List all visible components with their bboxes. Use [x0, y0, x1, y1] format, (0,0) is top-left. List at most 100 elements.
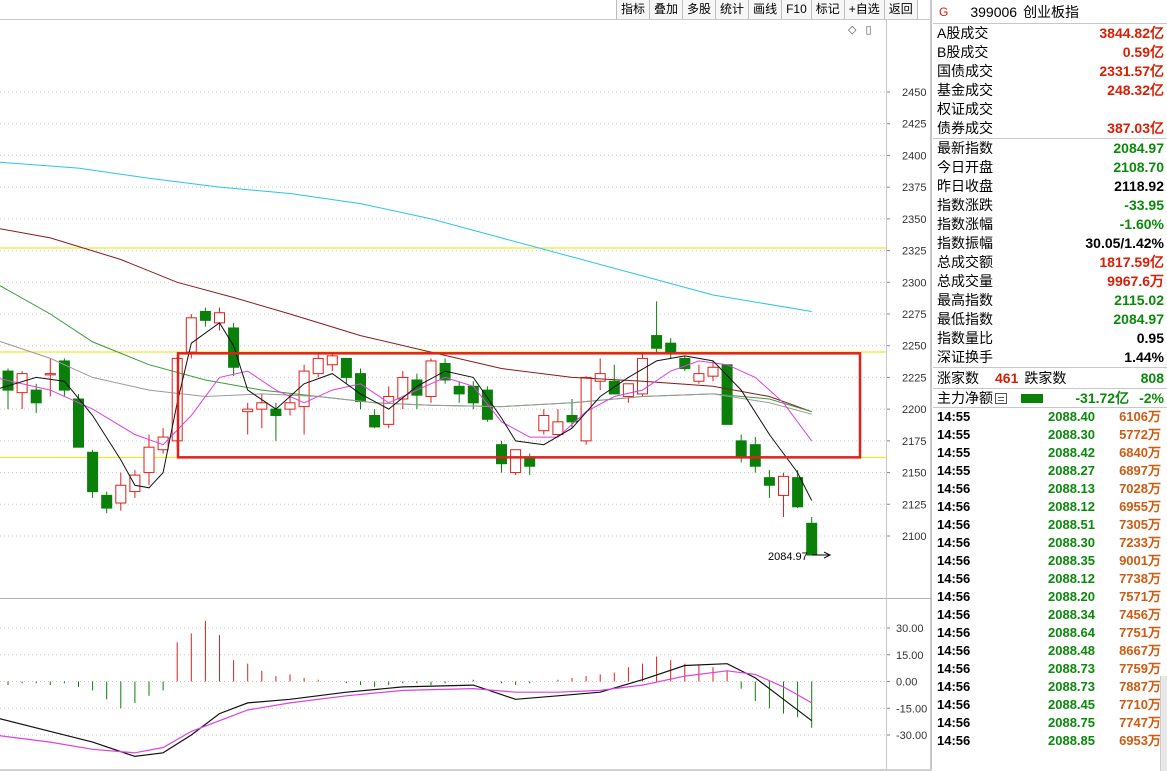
tick-time: 14:56 [937, 517, 971, 532]
chart-toolbar: 指标 叠加 多股 统计 画线 F10 标记 +自选 返回 [616, 0, 918, 20]
candlestick [763, 470, 775, 498]
candlestick [679, 355, 691, 372]
tick-row: 14:56 2088.75 7747万 [933, 714, 1167, 732]
toolbar-button[interactable]: 返回 [883, 0, 918, 20]
tick-time: 14:56 [937, 499, 971, 514]
tick-volume: 7747万 [1119, 715, 1161, 730]
stat-value: 2084.97 [1113, 311, 1164, 327]
price-tick-label: 2425 [902, 119, 926, 131]
turnover-value: 0.59亿 [1122, 44, 1164, 60]
tick-time: 14:56 [937, 733, 971, 748]
tick-time: 14:56 [937, 697, 971, 712]
tick-time: 14:56 [937, 661, 971, 676]
stat-value: 30.05/1.42% [1085, 235, 1164, 251]
highlight-box [176, 352, 862, 459]
tick-time: 14:55 [937, 463, 971, 478]
price-tick-label: 2175 [902, 436, 926, 448]
candlestick [228, 322, 240, 377]
candlestick [707, 360, 719, 382]
tick-price: 2088.12 [1048, 499, 1095, 514]
toolbar-button[interactable]: +自选 [843, 0, 884, 20]
candlestick [552, 409, 564, 438]
stat-label: 总成交额 [937, 254, 993, 270]
price-tick-label: 2125 [902, 499, 926, 511]
tick-time: 14:56 [937, 553, 971, 568]
toolbar-button[interactable]: 画线 [748, 0, 782, 20]
tick-row: 14:56 2088.34 7456万 [933, 606, 1167, 624]
candlestick [566, 398, 578, 429]
candlestick [312, 352, 324, 378]
candlestick [326, 352, 338, 372]
menu-icon[interactable]: ▯ [865, 24, 872, 36]
tick-volume: 6953万 [1119, 733, 1161, 748]
price-tick-label: 2300 [902, 277, 926, 289]
candlestick [87, 449, 99, 498]
turnover-section: A股成交 3844.82亿 B股成交 0.59亿 国债成交 2331.57亿 基金成交 248… [933, 24, 1167, 138]
macd-chart[interactable]: 30.00 15.00 0.00 -15.00 -30.00 [0, 598, 930, 769]
pane-divider [0, 598, 932, 599]
tick-volume: 7751万 [1119, 625, 1161, 640]
tick-price: 2088.12 [1048, 571, 1095, 586]
tick-list[interactable]: 14:55 2088.40 6106万 14:55 2088.30 5772万 14:55 2… [933, 408, 1167, 750]
toolbar-button[interactable]: 指标 [616, 0, 650, 20]
tick-row: 14:56 2088.30 7233万 [933, 534, 1167, 552]
macd-dif-line [0, 663, 813, 758]
advance-decline-row: 涨家数 461 跌家数 808 [933, 368, 1167, 388]
toolbar-button[interactable]: 叠加 [649, 0, 683, 20]
toolbar-button[interactable]: F10 [781, 0, 811, 20]
tick-time: 14:55 [937, 445, 971, 460]
tick-row: 14:55 2088.30 5772万 [933, 426, 1167, 444]
stat-row: 今日开盘 2108.70 [933, 158, 1167, 177]
turnover-label: 国债成交 [937, 63, 993, 79]
tick-volume: 7305万 [1119, 517, 1161, 532]
section-divider [933, 367, 1167, 368]
up-count: 461 [995, 370, 1019, 386]
toolbar-button[interactable]: 标记 [810, 0, 844, 20]
up-count-label: 涨家数 [937, 370, 979, 386]
toolbar-button[interactable]: 统计 [715, 0, 749, 20]
stat-value: -33.95 [1124, 197, 1164, 213]
diamond-icon[interactable]: ◇ [848, 24, 857, 36]
candlestick [30, 383, 42, 413]
turnover-row: 基金成交 248.32亿 [933, 81, 1167, 100]
candlestick [510, 449, 522, 476]
stat-label: 深证换手 [937, 349, 993, 365]
market-mark: G [939, 4, 949, 19]
stat-label: 昨日收盘 [937, 178, 993, 194]
candlestick [242, 402, 254, 435]
turnover-value: 2331.57亿 [1099, 63, 1164, 79]
candlestick [665, 338, 677, 359]
tick-price: 2088.34 [1048, 607, 1095, 622]
tick-volume: 6955万 [1119, 499, 1161, 514]
macd-tick-label: -30.00 [896, 730, 927, 742]
stat-row: 最高指数 2115.02 [933, 291, 1167, 310]
tick-volume: 6106万 [1119, 409, 1161, 424]
tick-volume: 7710万 [1119, 697, 1161, 712]
tick-price: 2088.64 [1048, 625, 1095, 640]
candlestick [806, 516, 818, 556]
stat-label: 今日开盘 [937, 159, 993, 175]
toolbar-button[interactable]: 多股 [682, 0, 716, 20]
tick-price: 2088.75 [1048, 715, 1095, 730]
stat-row: 指数涨幅 -1.60% [933, 215, 1167, 234]
tick-price: 2088.35 [1048, 553, 1095, 568]
candlestick [594, 358, 606, 391]
price-chart[interactable]: 2450 2425 2400 2375 2350 2325 2300 2275 2250 2225… [0, 20, 930, 598]
tick-price: 2088.48 [1048, 643, 1095, 658]
list-icon[interactable] [995, 392, 1007, 404]
turnover-value: 3844.82亿 [1099, 25, 1164, 41]
stat-value: 2084.97 [1113, 140, 1164, 156]
scrollbar[interactable] [1160, 676, 1167, 771]
stat-value: 1.44% [1124, 349, 1164, 365]
macd-dea-line [0, 670, 812, 754]
tick-row: 14:56 2088.51 7305万 [933, 516, 1167, 534]
tick-price: 2088.85 [1048, 733, 1095, 748]
tick-row: 14:56 2088.85 6953万 [933, 732, 1167, 750]
price-tick-label: 2325 [902, 246, 926, 258]
tick-price: 2088.73 [1048, 661, 1095, 676]
toolbar-divider [0, 19, 932, 20]
tick-time: 14:56 [937, 715, 971, 730]
section-divider [933, 138, 1167, 139]
tick-price: 2088.20 [1048, 589, 1095, 604]
tick-volume: 7887万 [1119, 679, 1161, 694]
